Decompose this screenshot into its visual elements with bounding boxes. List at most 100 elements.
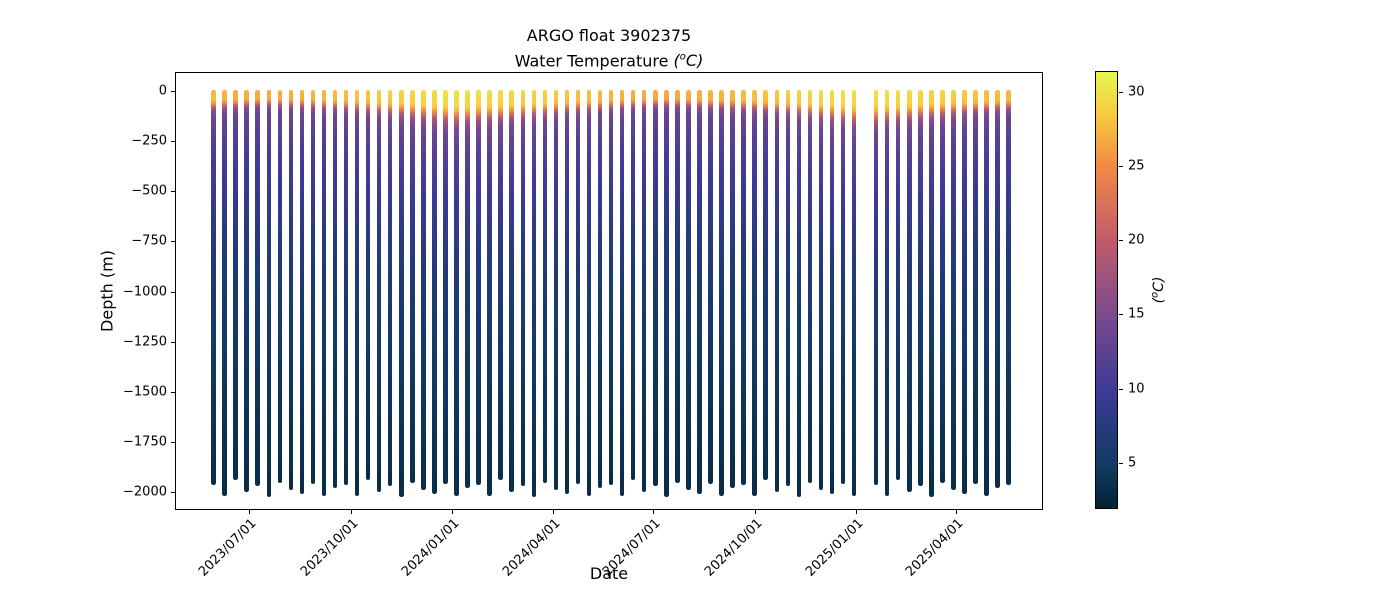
profile-bar — [211, 89, 216, 486]
x-tick-mark — [552, 510, 554, 514]
profile-bar — [763, 89, 768, 481]
profile-bar — [608, 89, 614, 486]
colorbar-tick-label: 25 — [1128, 158, 1145, 174]
profile-bar — [884, 89, 890, 497]
profile-bar — [476, 89, 481, 486]
profile-bar — [586, 89, 592, 496]
profile-bar — [399, 89, 404, 498]
profile-bar — [354, 89, 360, 497]
colorbar-tick-mark — [1119, 388, 1123, 390]
colorbar-tick-label: 15 — [1128, 306, 1145, 322]
chart-subtitle: Water Temperature (oC) — [175, 47, 1043, 72]
profile-bar — [785, 89, 791, 487]
profile-bar — [443, 89, 448, 484]
profile-bar — [410, 89, 415, 483]
profile-bar — [255, 89, 260, 487]
colorbar-tick-label: 30 — [1128, 84, 1145, 100]
profile-bar — [421, 89, 426, 490]
y-tick-label: −750 — [131, 233, 167, 249]
subtitle-text: Water Temperature — [514, 51, 674, 71]
profile-bar — [984, 89, 989, 496]
x-tick-mark — [754, 510, 756, 514]
y-tick-mark — [171, 341, 175, 343]
profile-bar — [675, 89, 680, 483]
x-tick-mark — [350, 510, 352, 514]
profile-bar — [288, 89, 294, 490]
y-tick-label: −1750 — [123, 434, 167, 450]
y-tick-label: −1250 — [123, 334, 167, 350]
y-tick-mark — [171, 91, 175, 93]
profile-bar — [653, 89, 658, 487]
colorbar-tick-label: 20 — [1128, 232, 1145, 248]
colorbar-tick-mark — [1119, 240, 1123, 242]
profile-bar — [940, 89, 945, 483]
y-tick-label: −500 — [131, 183, 167, 199]
profile-bar — [376, 89, 382, 493]
profile-bar — [299, 89, 305, 495]
y-tick-label: −250 — [131, 133, 167, 149]
profile-bar — [697, 89, 702, 495]
colorbar-label: (oC) — [1149, 276, 1167, 304]
x-tick-mark — [653, 510, 655, 514]
profile-bar — [1006, 89, 1011, 486]
profile-bar — [829, 89, 835, 495]
profile-bar — [509, 89, 514, 493]
profile-bar — [597, 89, 603, 488]
profile-bar — [310, 89, 316, 484]
profile-bar — [321, 89, 327, 496]
profile-bar — [664, 89, 669, 498]
plot-area — [175, 72, 1043, 510]
x-tick-mark — [248, 510, 250, 514]
x-tick-mark — [955, 510, 957, 514]
profile-bar — [641, 89, 647, 493]
profile-bar — [752, 89, 757, 497]
profile-bar — [244, 89, 249, 493]
profile-bar — [895, 89, 901, 481]
profile-bar — [487, 89, 492, 497]
colorbar-tick-label: 10 — [1128, 381, 1145, 397]
profile-bar — [553, 89, 559, 490]
profile-bar — [619, 89, 625, 497]
profile-bar — [465, 89, 470, 488]
profile-bar — [995, 89, 1000, 488]
profile-bar — [531, 89, 537, 498]
x-tick-mark — [452, 510, 454, 514]
profile-bar — [686, 89, 691, 490]
profile-bar — [807, 89, 813, 483]
colorbar-tick-mark — [1119, 166, 1123, 168]
y-tick-label: 0 — [158, 83, 167, 99]
profile-bar — [708, 89, 713, 484]
profile-bar — [332, 89, 338, 488]
profile-bar — [774, 89, 779, 493]
profile-bar — [873, 89, 879, 486]
profile-bar — [973, 89, 978, 484]
profile-bar — [918, 89, 923, 487]
profile-bar — [630, 89, 636, 481]
profile-bar — [222, 89, 227, 497]
profile-bar — [387, 89, 393, 487]
profile-bar — [840, 89, 846, 484]
y-tick-mark — [171, 441, 175, 443]
profile-bar — [498, 89, 503, 481]
colorbar-tick-mark — [1119, 91, 1123, 93]
profile-bar — [719, 89, 724, 496]
y-tick-mark — [171, 141, 175, 143]
profile-bar — [277, 89, 283, 483]
profile-bar — [818, 89, 824, 490]
profile-bar — [741, 89, 746, 486]
profile-bar — [907, 89, 912, 493]
colorbar — [1095, 71, 1118, 509]
y-tick-mark — [171, 291, 175, 293]
y-tick-label: −1500 — [123, 384, 167, 400]
profile-bar — [520, 89, 525, 487]
x-tick-mark — [856, 510, 858, 514]
profile-bar — [962, 89, 967, 495]
profile-bar — [343, 89, 349, 486]
y-tick-mark — [171, 241, 175, 243]
colorbar-tick-label: 5 — [1128, 455, 1137, 471]
x-axis-label: Date — [589, 564, 629, 583]
profile-bar — [851, 89, 857, 496]
profile-bar — [951, 89, 956, 490]
colorbar-tick-mark — [1119, 314, 1123, 316]
